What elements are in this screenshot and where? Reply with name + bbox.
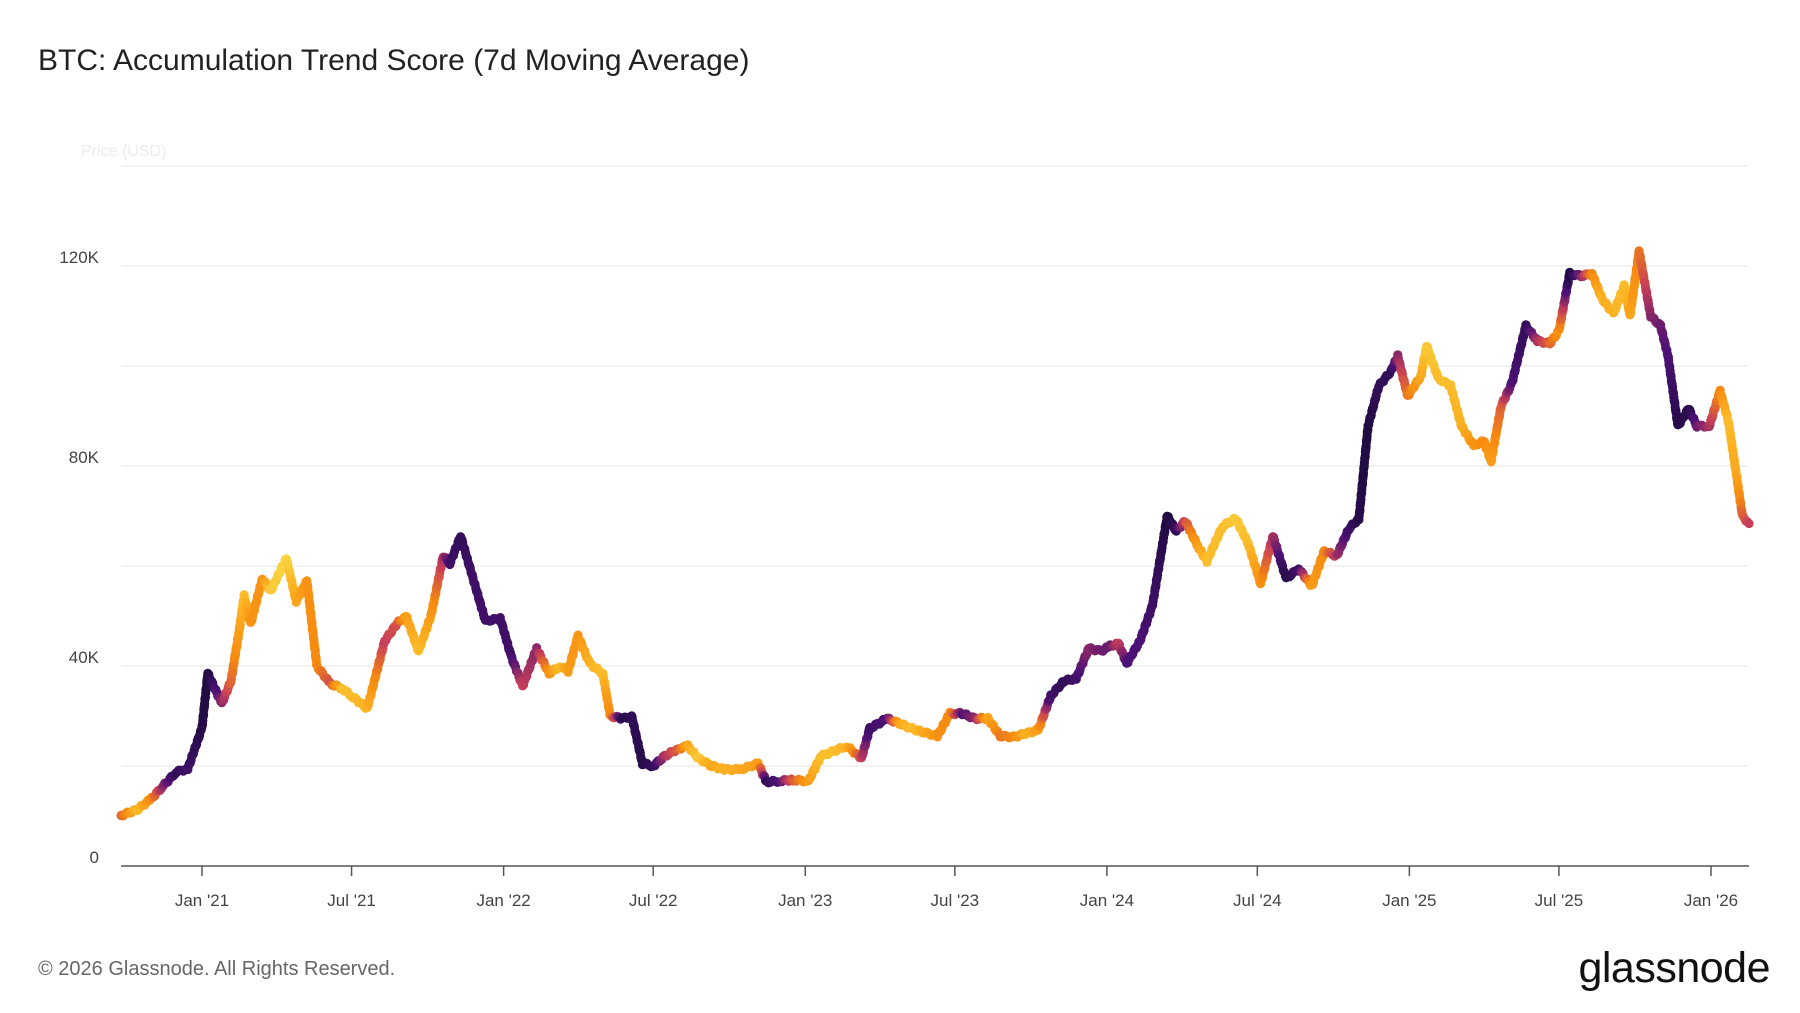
glassnode-logo: glassnode — [1578, 944, 1770, 992]
x-tick-label: Jan '26 — [1684, 891, 1738, 910]
y-axis-ticks: 0 40K 80K 120K — [59, 248, 99, 867]
x-tick-label: Jul '22 — [629, 891, 678, 910]
x-tick-label: Jan '23 — [778, 891, 832, 910]
x-tick-label: Jan '21 — [175, 891, 229, 910]
copyright-text: © 2026 Glassnode. All Rights Reserved. — [38, 958, 396, 980]
grid-lines — [121, 165, 1749, 767]
x-tick-label: Jan '22 — [476, 891, 530, 910]
y-tick-label: 80K — [69, 448, 100, 467]
y-tick-label: 120K — [59, 248, 99, 267]
x-tick-label: Jan '25 — [1382, 891, 1436, 910]
x-tick-label: Jul '25 — [1535, 891, 1584, 910]
x-axis-ticks: Jan '21 Jul '21 Jan '22 Jul '22 Jan '23 Jul '… — [175, 866, 1738, 910]
data-point — [1744, 518, 1754, 529]
y-tick-label: 40K — [69, 648, 100, 667]
x-tick-label: Jul '24 — [1233, 891, 1282, 910]
chart-title: BTC: Accumulation Trend Score (7d Moving… — [38, 44, 750, 77]
x-tick-label: Jul '23 — [931, 891, 980, 910]
y-tick-label: 0 — [90, 848, 99, 867]
x-tick-label: Jul '21 — [327, 891, 376, 910]
x-tick-label: Jan '24 — [1080, 891, 1134, 910]
data-series — [116, 246, 1754, 821]
y-axis-label: Price (USD) — [81, 143, 166, 160]
